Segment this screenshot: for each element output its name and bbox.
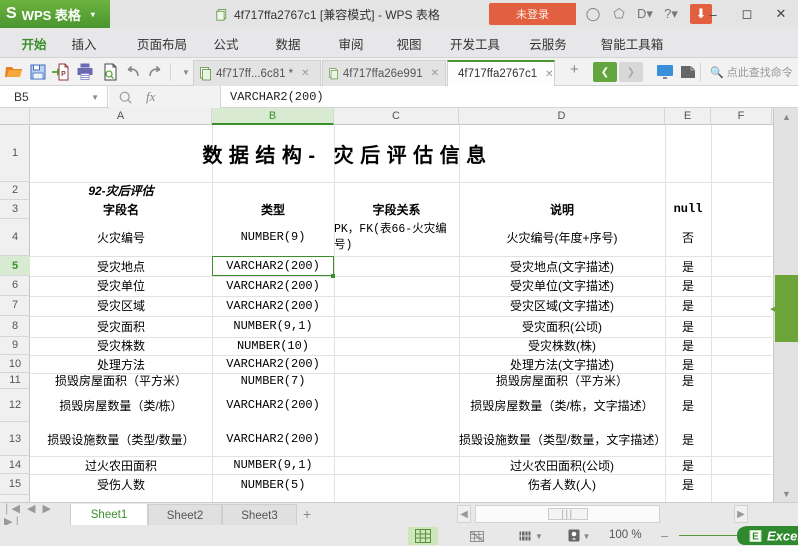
svg-text:P: P [61, 71, 66, 78]
svg-text:Excelcn.com: Excelcn.com [767, 528, 798, 543]
svg-text:E: E [752, 532, 759, 543]
